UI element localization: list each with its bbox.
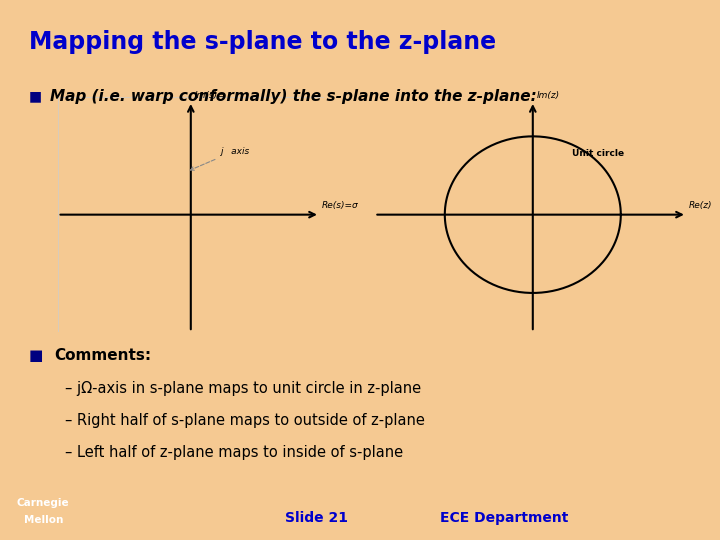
- Text: – Left half of z-plane maps to inside of s-plane: – Left half of z-plane maps to inside of…: [65, 446, 403, 461]
- Text: ■: ■: [29, 348, 43, 363]
- Text: Re(s)=σ: Re(s)=σ: [322, 201, 359, 210]
- Text: Unit circle: Unit circle: [572, 149, 624, 158]
- Text: ■: ■: [29, 89, 42, 103]
- Text: Carnegie: Carnegie: [17, 498, 70, 508]
- Text: Mapping the s-plane to the z-plane: Mapping the s-plane to the z-plane: [29, 30, 496, 53]
- Text: Re(z): Re(z): [688, 201, 712, 210]
- Text: ECE Department: ECE Department: [440, 511, 568, 525]
- Text: Slide 21: Slide 21: [285, 511, 348, 525]
- Text: – jΩ-axis in s-plane maps to unit circle in z-plane: – jΩ-axis in s-plane maps to unit circle…: [65, 381, 421, 396]
- Text: Map (i.e. warp conformally) the s-plane into the z-plane:: Map (i.e. warp conformally) the s-plane …: [50, 89, 537, 104]
- Text: – Right half of s-plane maps to outside of z-plane: – Right half of s-plane maps to outside …: [65, 413, 425, 428]
- Text: Im(z): Im(z): [537, 91, 560, 99]
- Text: Mellon: Mellon: [24, 515, 63, 525]
- Text: j   axis: j axis: [190, 146, 249, 170]
- Text: Comments:: Comments:: [54, 348, 151, 363]
- Text: Im(s)=: Im(s)=: [195, 91, 225, 99]
